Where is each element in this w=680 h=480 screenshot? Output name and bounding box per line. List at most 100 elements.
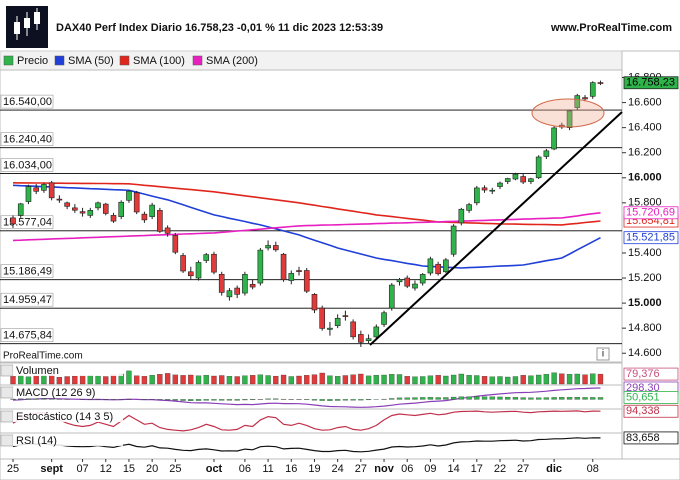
y-tick-label: 15.400 [628, 247, 662, 259]
candle-body [249, 284, 256, 288]
sub-bar [582, 397, 588, 400]
candle-body [396, 279, 403, 283]
legend-label: SMA (100) [133, 55, 185, 67]
candle-body [358, 334, 364, 343]
sub-bar [126, 370, 132, 385]
sub-bar [172, 374, 178, 385]
sub-bar [110, 374, 117, 385]
x-tick-label: 19 [308, 463, 320, 475]
sub-bar [396, 397, 403, 400]
sub-bar [219, 399, 225, 401]
legend-swatch [3, 55, 14, 66]
candle-body [466, 204, 472, 211]
candle-body [443, 259, 449, 273]
sub-bar [559, 397, 565, 400]
price-last-label: 16.758,23 [626, 77, 675, 89]
sub-bar [481, 376, 488, 385]
sub-bar [574, 397, 580, 400]
sub-bar [234, 376, 240, 385]
sub-bar [381, 374, 387, 385]
x-tick-label: 15 [123, 463, 135, 475]
sub-bar [25, 398, 32, 400]
pane-label-bg [13, 435, 123, 446]
x-tick-label: 25 [169, 463, 181, 475]
level-label-box [0, 94, 54, 109]
candle-body [141, 213, 148, 221]
sub-bar [474, 396, 480, 400]
candle-body [149, 204, 155, 217]
level-label-box [0, 264, 54, 278]
svg-text:i: i [602, 349, 604, 360]
legend-swatch [119, 55, 130, 66]
x-tick-label: 06 [239, 463, 251, 475]
sub-bar [257, 374, 264, 385]
sub-bar [180, 399, 186, 401]
sub-bar [319, 372, 325, 385]
candle-body [551, 127, 557, 150]
header-title: DAX40 Perf Index Diario 16.758,23 -0,01 … [56, 22, 383, 34]
candle-body [597, 82, 604, 84]
candle-body [481, 187, 488, 191]
x-tick-label: 22 [494, 463, 506, 475]
sub-bar [520, 375, 526, 385]
sub-bar [56, 376, 63, 385]
candle-body [504, 178, 511, 182]
sub-bar [412, 376, 418, 385]
sub-bar [435, 397, 441, 400]
candle-body [226, 290, 233, 298]
level-label-box [0, 292, 54, 307]
candle-body [95, 202, 101, 209]
x-tick-label: 20 [146, 463, 158, 475]
candle-body [520, 176, 526, 183]
sub-last-label: 298,30 [626, 382, 660, 394]
candle-body [543, 150, 550, 157]
trend-line [369, 111, 623, 346]
sub-bar [505, 396, 511, 400]
info-icon[interactable]: i [596, 347, 610, 361]
candle-body [473, 187, 480, 204]
sub-bar [188, 399, 194, 401]
sub-bar [273, 398, 279, 400]
sub-bar [497, 376, 503, 385]
candle-body [133, 192, 140, 213]
sub-bar [427, 375, 434, 385]
candle-body [296, 270, 302, 272]
sub-bar [25, 376, 32, 385]
sub-bar [273, 375, 279, 385]
sub-bar [242, 399, 248, 401]
candle-body [311, 294, 318, 311]
candle-body [203, 254, 210, 261]
candle-body [373, 326, 380, 338]
candle-body [319, 307, 326, 329]
level-label-box [0, 158, 54, 172]
sub-bar [265, 398, 271, 400]
sub-line [12, 437, 601, 453]
sma-line [12, 182, 601, 226]
sub-bar [389, 398, 395, 400]
sub-bar [335, 399, 341, 401]
pane-label-box [0, 386, 14, 399]
sub-last-label: 94,338 [626, 405, 660, 417]
sub-bar [443, 397, 449, 400]
candle-body [450, 225, 457, 255]
level-label: 16.034,00 [3, 159, 52, 171]
y-tick-label: 15.800 [628, 197, 662, 209]
sub-bar [443, 375, 449, 385]
sub-bar [505, 376, 511, 385]
y-tick-label: 14.800 [628, 322, 662, 334]
sub-bar [420, 397, 426, 400]
sub-bar [551, 372, 557, 385]
candle-body [303, 270, 310, 292]
y-tick-label: 15.000 [628, 297, 662, 309]
sub-bar [219, 375, 225, 385]
sub-bar [327, 399, 333, 401]
header-bg [0, 0, 680, 50]
sub-bar [481, 396, 488, 400]
y-tick-label: 15.200 [628, 272, 662, 284]
sub-bar [195, 399, 202, 401]
sub-bar [358, 399, 364, 401]
candle-body [242, 274, 248, 294]
sub-bar [249, 375, 256, 385]
sub-bar [226, 399, 233, 401]
candle-body [41, 184, 47, 191]
